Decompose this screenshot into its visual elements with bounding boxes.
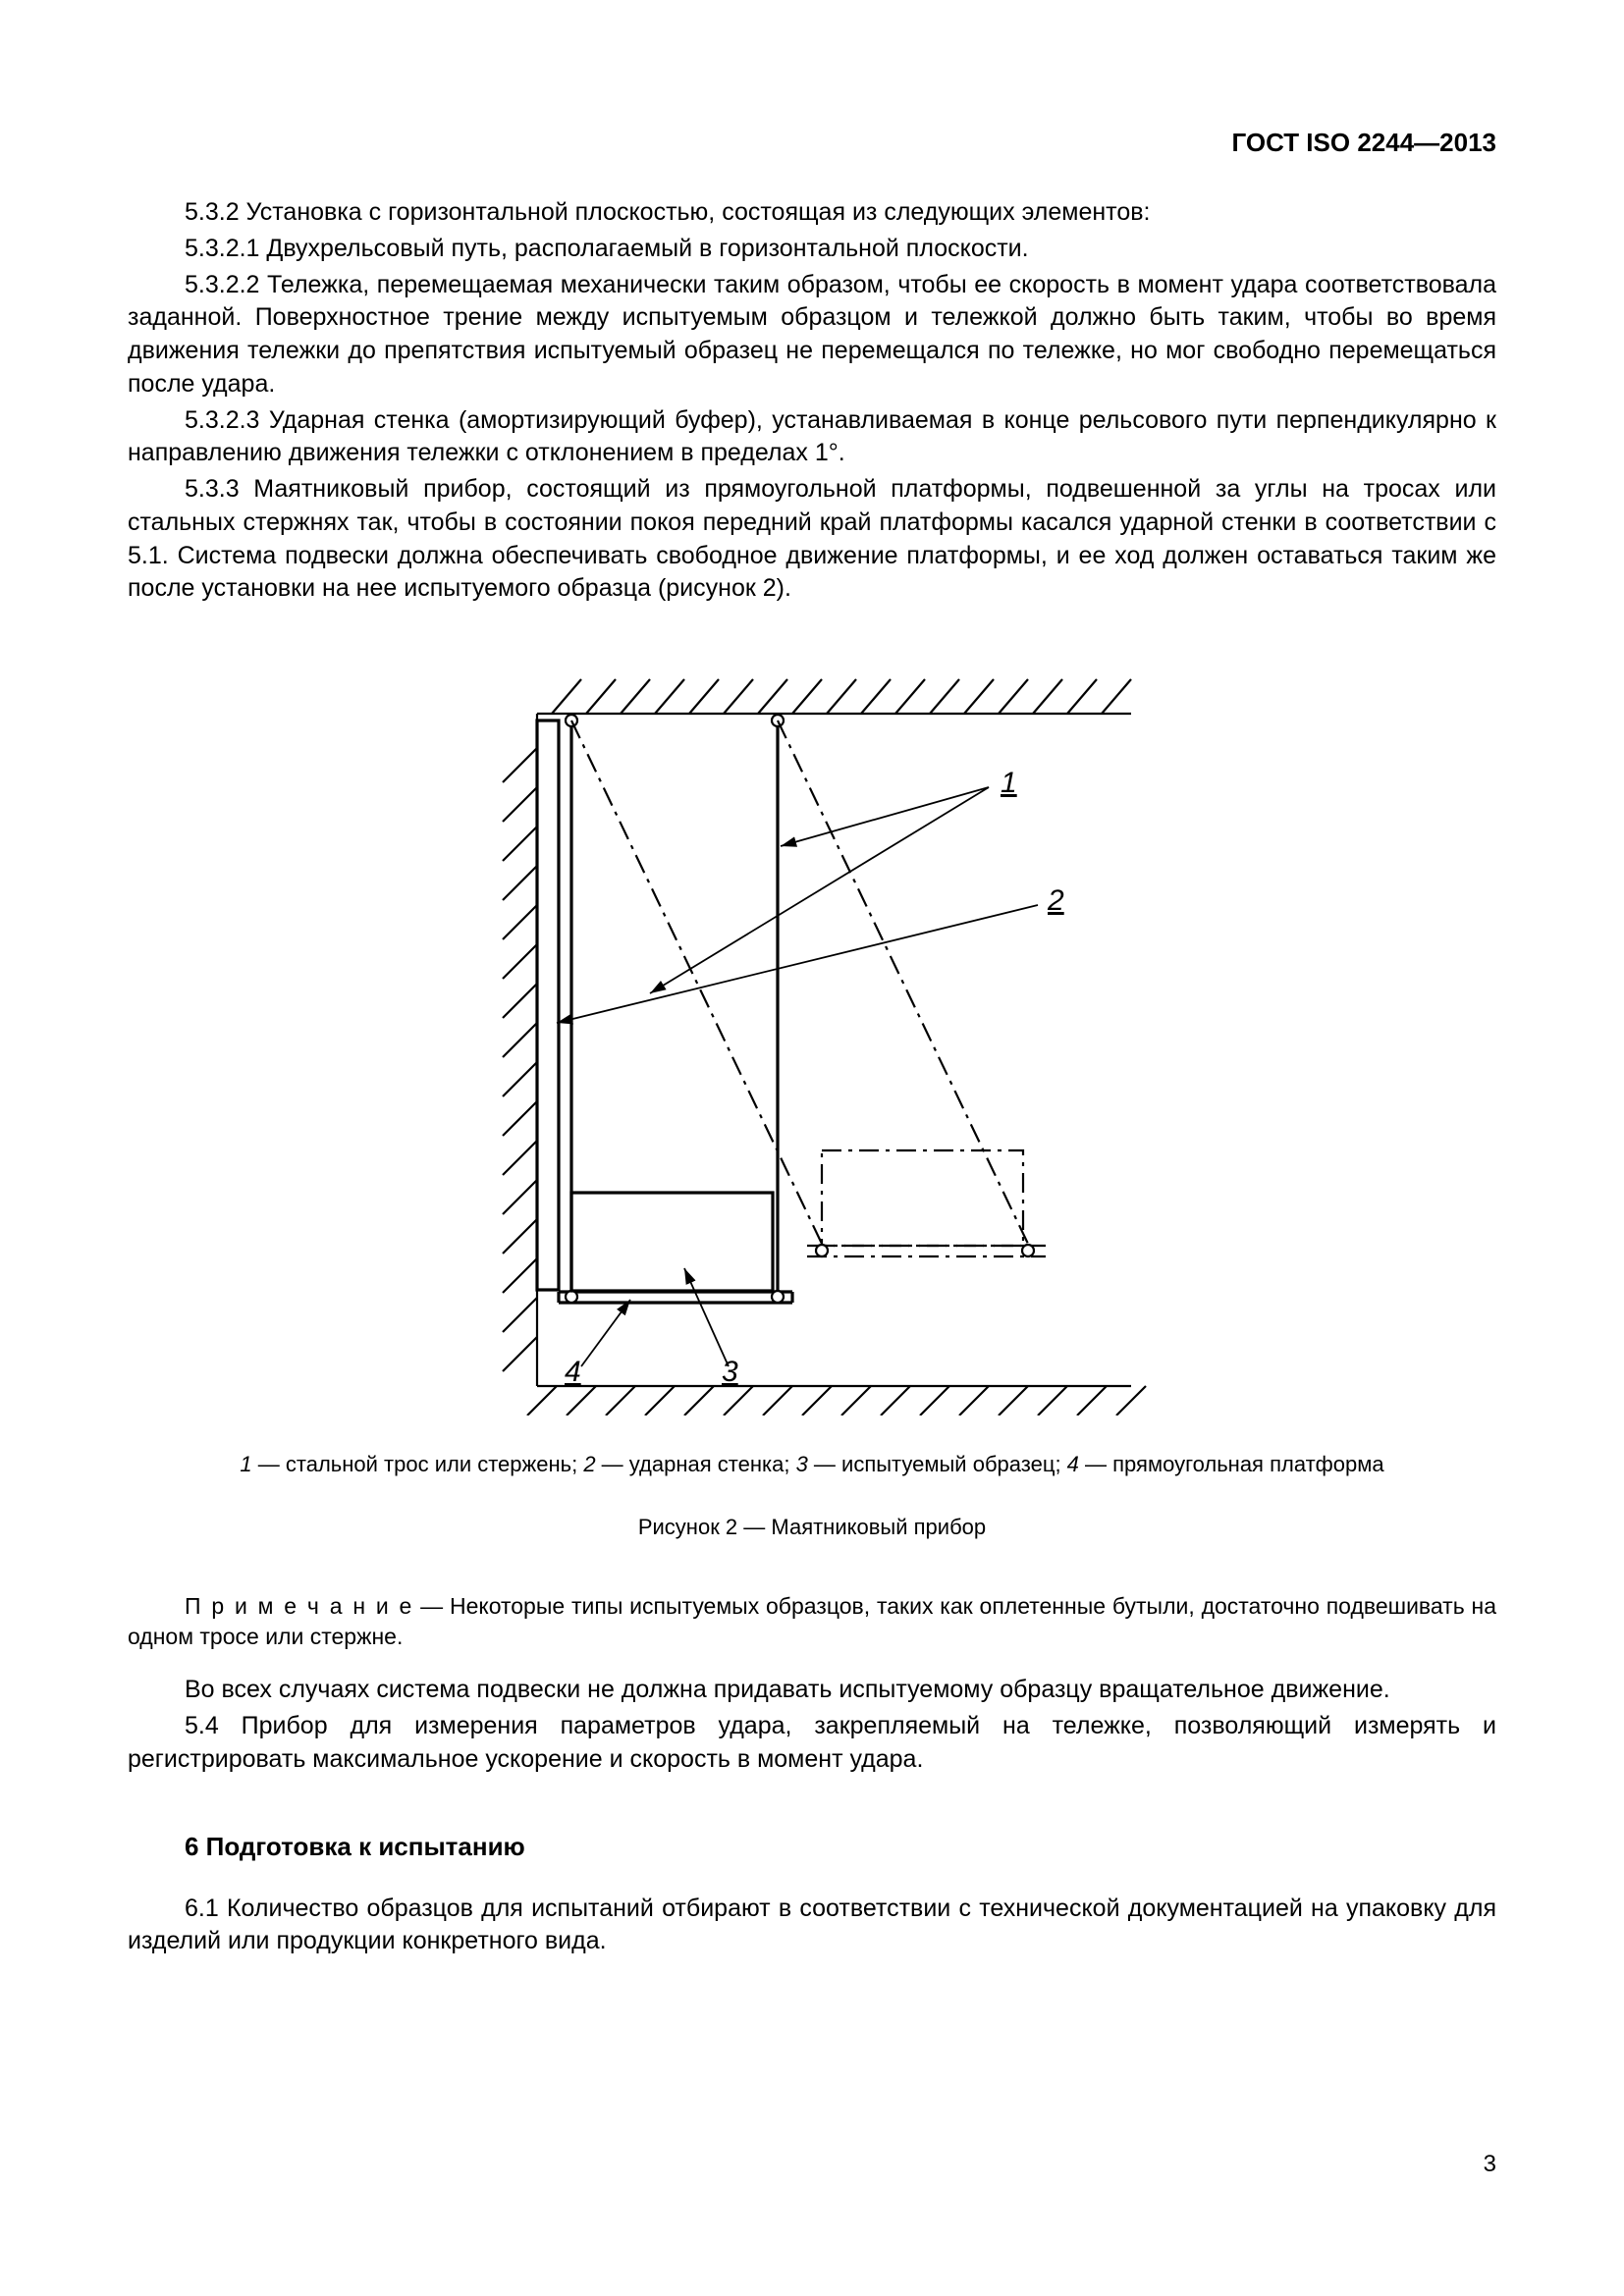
para-5-3-2-3: 5.3.2.3 Ударная стенка (амортизирующий б… [128, 404, 1496, 471]
para-note: П р и м е ч а н и е — Некоторые типы исп… [128, 1591, 1496, 1652]
figure-2-diagram: 1 2 3 4 [459, 660, 1165, 1425]
document-page: ГОСТ ISO 2244—2013 5.3.2 Установка с гор… [0, 0, 1624, 2296]
standard-code: ГОСТ ISO 2244—2013 [1231, 128, 1496, 158]
page-number: 3 [1484, 2151, 1496, 2178]
section-6-heading: 6 Подготовка к испытанию [185, 1830, 1496, 1864]
para-6-1: 6.1 Количество образцов для испытаний от… [128, 1893, 1496, 1959]
figure-label-2: 2 [1047, 884, 1064, 917]
content-body: 5.3.2 Установка с горизонтальной плоскос… [128, 196, 1496, 1958]
figure-caption: Рисунок 2 — Маятниковый прибор [128, 1513, 1496, 1542]
figure-legend: 1 — стальной трос или стержень; 2 — удар… [128, 1450, 1496, 1479]
para-5-4: 5.4 Прибор для измерения параметров удар… [128, 1710, 1496, 1777]
figure-container: 1 2 3 4 1 — стальной трос или стержень; … [128, 660, 1496, 1542]
para-5-3-2-2: 5.3.2.2 Тележка, перемещаемая механическ… [128, 269, 1496, 401]
figure-label-4: 4 [565, 1356, 581, 1388]
para-5-3-2: 5.3.2 Установка с горизонтальной плоскос… [128, 196, 1496, 230]
para-after-note: Во всех случаях система подвески не долж… [128, 1674, 1496, 1707]
figure-label-3: 3 [722, 1356, 738, 1388]
para-5-3-2-1: 5.3.2.1 Двухрельсовый путь, располагаемы… [128, 233, 1496, 266]
figure-label-1: 1 [1001, 767, 1017, 799]
para-5-3-3: 5.3.3 Маятниковый прибор, состоящий из п… [128, 473, 1496, 606]
